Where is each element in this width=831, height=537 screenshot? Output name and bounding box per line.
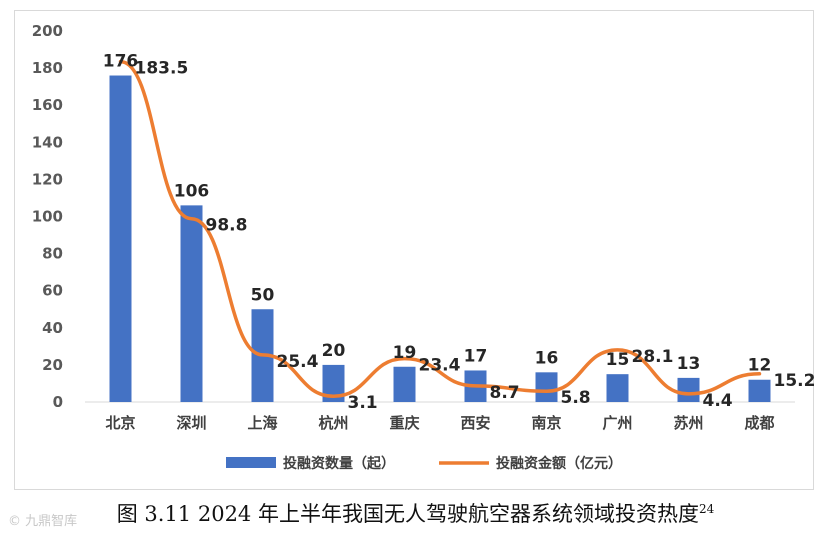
bar xyxy=(109,75,132,403)
line-value-label: 8.7 xyxy=(490,383,520,403)
bar-value-label: 176 xyxy=(103,52,139,72)
x-tick-label: 南京 xyxy=(531,414,561,432)
figure-caption: 图 3.11 2024 年上半年我国无人驾驶航空器系统领域投资热度24 xyxy=(0,498,831,528)
x-tick-label: 成都 xyxy=(744,414,774,432)
x-tick-label: 苏州 xyxy=(673,414,703,432)
caption-text: 图 3.11 2024 年上半年我国无人驾驶航空器系统领域投资热度 xyxy=(116,502,699,526)
bar xyxy=(606,374,629,402)
legend-swatch-bar xyxy=(226,457,276,468)
line-value-label: 98.8 xyxy=(206,216,248,236)
y-axis: 0 20 40 60 80 100 120 140 160 180 200 xyxy=(32,22,63,411)
chart-frame: 0 20 40 60 80 100 120 140 160 180 200 北京 深圳 上海 杭州 重庆 西安… xyxy=(14,10,815,490)
x-axis: 北京 深圳 上海 杭州 重庆 西安 南京 广州 苏州 成都 xyxy=(85,401,795,432)
bar-value-label: 50 xyxy=(251,285,275,305)
y-tick-label: 200 xyxy=(32,22,63,40)
line-value-label: 15.2 xyxy=(774,371,816,391)
bar-value-label: 17 xyxy=(464,346,488,366)
bar xyxy=(748,379,771,402)
bar-value-label: 13 xyxy=(677,354,701,374)
legend: 投融资数量（起） 投融资金额（亿元） xyxy=(226,455,622,472)
bar xyxy=(322,364,345,402)
line-series xyxy=(118,59,762,398)
x-tick-label: 深圳 xyxy=(176,414,206,432)
line-value-label: 183.5 xyxy=(135,59,189,79)
y-tick-label: 40 xyxy=(42,319,63,337)
y-tick-label: 80 xyxy=(42,245,63,263)
line-path xyxy=(118,59,762,398)
y-tick-label: 140 xyxy=(32,133,63,151)
x-tick-label: 重庆 xyxy=(389,414,419,432)
bar-value-label: 16 xyxy=(535,348,559,368)
bar xyxy=(535,372,558,402)
line-value-label: 5.8 xyxy=(561,388,591,408)
chart-svg: 0 20 40 60 80 100 120 140 160 180 200 北京 深圳 上海 杭州 重庆 西安… xyxy=(32,22,815,472)
legend-label-bar: 投融资数量（起） xyxy=(283,455,395,472)
data-labels: 176 106 50 20 19 17 16 15 13 12 183.5 98.8 25.4 3.1 23… xyxy=(103,52,815,414)
y-tick-label: 60 xyxy=(42,282,63,300)
line-value-label: 25.4 xyxy=(277,352,319,372)
bar xyxy=(393,366,416,402)
x-tick-label: 广州 xyxy=(602,414,632,432)
bar-value-label: 106 xyxy=(174,181,210,201)
bar xyxy=(180,205,203,402)
y-tick-label: 120 xyxy=(32,170,63,188)
y-tick-label: 20 xyxy=(42,356,63,374)
bar-value-label: 12 xyxy=(748,356,772,376)
legend-label-line: 投融资金额（亿元） xyxy=(496,455,622,472)
line-value-label: 4.4 xyxy=(703,391,733,411)
line-value-label: 3.1 xyxy=(348,393,378,413)
bar-series xyxy=(109,75,771,403)
caption-superscript: 24 xyxy=(698,502,715,516)
bar-value-label: 20 xyxy=(322,341,346,361)
x-tick-label: 北京 xyxy=(105,414,135,432)
y-tick-label: 160 xyxy=(32,96,63,114)
bar-value-label: 19 xyxy=(393,343,417,363)
y-tick-label: 180 xyxy=(32,59,63,77)
line-value-label: 23.4 xyxy=(419,356,461,376)
y-tick-label: 0 xyxy=(53,393,63,411)
x-tick-label: 上海 xyxy=(247,414,277,432)
y-tick-label: 100 xyxy=(32,208,63,226)
watermark: © 九鼎智库 xyxy=(8,514,78,529)
x-tick-label: 杭州 xyxy=(318,414,348,432)
x-tick-label: 西安 xyxy=(460,414,490,432)
bar xyxy=(677,377,700,402)
line-value-label: 28.1 xyxy=(632,347,674,367)
bar-value-label: 15 xyxy=(606,350,630,370)
